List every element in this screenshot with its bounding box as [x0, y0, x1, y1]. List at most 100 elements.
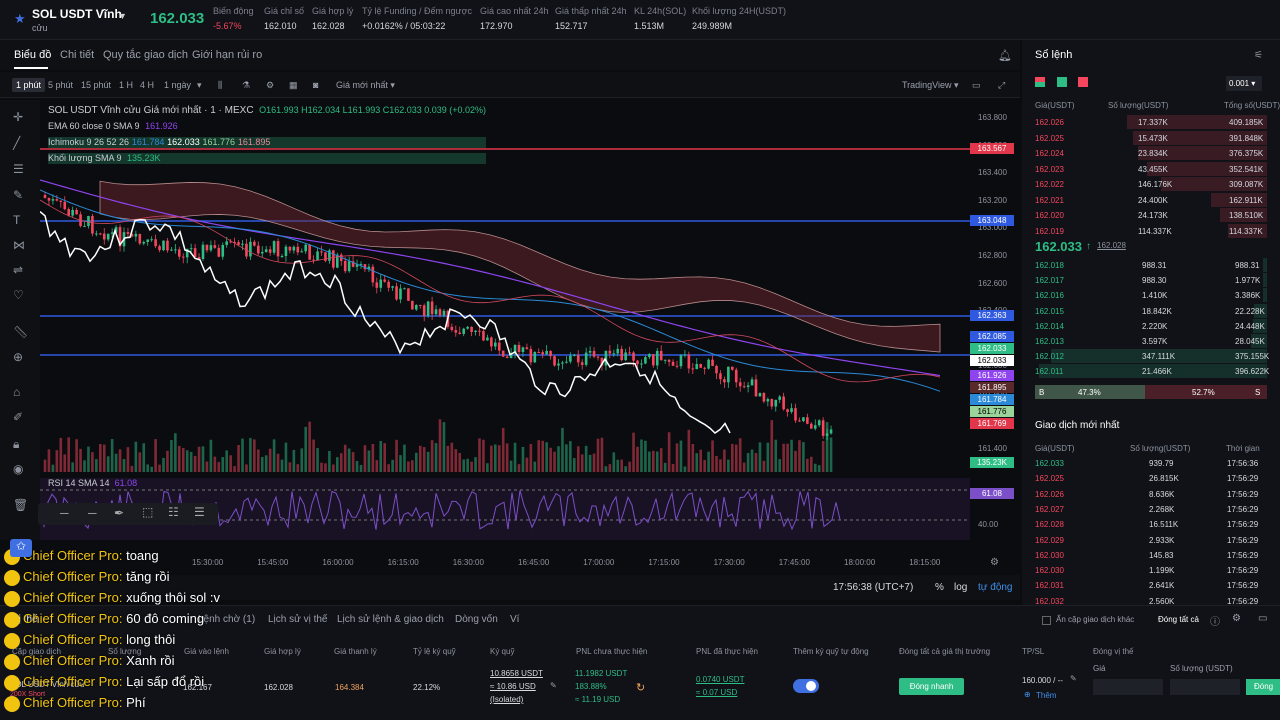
chevron-down-icon[interactable]: ▾: [197, 80, 202, 90]
list-icon[interactable]: ☰: [194, 505, 205, 519]
filter-icon[interactable]: ⚟: [1254, 50, 1263, 61]
lock-drawing-icon[interactable]: ✐: [13, 410, 24, 424]
tab-positions[interactable]: Vị thế: [12, 614, 38, 625]
ask-row[interactable]: 162.024 23.834K 376.375K: [1022, 146, 1280, 161]
bid-row[interactable]: 162.017 988.30 1.977K: [1022, 273, 1280, 288]
close-qty-input[interactable]: [1170, 679, 1240, 695]
eye-icon[interactable]: ◉: [13, 462, 24, 476]
ask-row[interactable]: 162.023 43.455K 352.541K: [1022, 161, 1280, 177]
settings-icon[interactable]: ⚙: [990, 557, 999, 568]
trendline-icon[interactable]: ╱: [13, 136, 21, 150]
interval-5m[interactable]: 5 phút: [48, 80, 74, 90]
bid-row[interactable]: 162.014 2.220K 24.448K: [1022, 318, 1280, 334]
edit-icon[interactable]: ✎: [550, 681, 557, 690]
measure-icon[interactable]: ⇌: [13, 263, 24, 277]
hide-other-checkbox[interactable]: [1042, 616, 1051, 625]
bid-row[interactable]: 162.018 988.31 988.31: [1022, 258, 1280, 273]
interval-15m[interactable]: 15 phút: [81, 80, 112, 90]
fullscreen-icon[interactable]: ⤢: [998, 80, 1006, 90]
candle: [426, 301, 430, 316]
layout-grid-icon[interactable]: ▦: [289, 80, 298, 90]
pos-pair[interactable]: SOL USDT Vĩnh cửu: [10, 680, 85, 689]
price-axis[interactable]: 163.800163.600163.400163.200163.000162.8…: [970, 100, 1020, 540]
settings-icon[interactable]: ⚙: [1232, 613, 1241, 624]
line-icon[interactable]: ─: [60, 506, 69, 520]
pos-tpsl[interactable]: 160.000 / --: [1022, 676, 1063, 685]
ask-row[interactable]: 162.019 114.337K 114.337K: [1022, 223, 1280, 239]
tab-wallet[interactable]: Ví: [510, 614, 520, 625]
line-style-icon[interactable]: ─: [88, 506, 97, 520]
precision-select[interactable]: 0.001 ▾: [1226, 76, 1262, 91]
close-all-button[interactable]: Đóng tất cả: [1158, 615, 1199, 624]
info-icon[interactable]: ⓘ: [1210, 617, 1220, 628]
provider-select[interactable]: TradingView ▾: [902, 80, 959, 90]
trade-price: 162.027: [1035, 504, 1064, 514]
star-badge-icon[interactable]: ✩: [10, 539, 32, 557]
bid-price: 162.017: [1035, 276, 1064, 286]
auto-margin-toggle[interactable]: [793, 679, 819, 693]
brush-icon[interactable]: ✎: [13, 188, 24, 202]
time-axis[interactable]: 15:30:00 15:45:00 16:00:00 16:15:00 16:30:00…: [40, 552, 970, 572]
log-toggle[interactable]: log: [954, 582, 968, 593]
both-sides-icon[interactable]: [1035, 77, 1045, 87]
price-type-select[interactable]: Giá mới nhất ▾: [336, 80, 395, 90]
ask-row[interactable]: 162.025 15.473K 391.848K: [1022, 130, 1280, 146]
trash-icon[interactable]: 🗑︎: [13, 498, 29, 512]
interval-1h[interactable]: 1 H: [119, 80, 134, 90]
close-price-input[interactable]: [1093, 679, 1163, 695]
percent-toggle[interactable]: %: [935, 582, 944, 593]
bids-only-icon[interactable]: [1057, 77, 1067, 87]
magnet-icon[interactable]: ⌂: [13, 385, 21, 399]
bid-row[interactable]: 162.012 347.111K 375.155K: [1022, 349, 1280, 364]
price-chart[interactable]: [39, 100, 970, 540]
favorite-star-icon[interactable]: ★: [14, 11, 26, 26]
zoom-icon[interactable]: ⊕: [13, 350, 24, 364]
bid-row[interactable]: 162.011 21.466K 396.622K: [1022, 364, 1280, 379]
candle-type-icon[interactable]: ⫼: [218, 80, 223, 90]
frame-icon[interactable]: ⬚: [142, 505, 154, 519]
bell-icon[interactable]: 🔔︎: [998, 50, 1012, 62]
horizontal-lines-icon[interactable]: ☰: [13, 162, 24, 176]
text-icon[interactable]: T: [13, 213, 21, 227]
heart-icon[interactable]: ♡: [13, 288, 24, 302]
align-icon[interactable]: ☷: [168, 505, 179, 519]
ask-row[interactable]: 162.022 146.176K 309.087K: [1022, 177, 1280, 192]
bid-row[interactable]: 162.013 3.597K 28.045K: [1022, 334, 1280, 349]
chevron-down-icon[interactable]: ▼: [118, 11, 127, 21]
tab-open-orders[interactable]: Lệnh chờ (1): [198, 614, 256, 625]
tab-risk-limits[interactable]: Giới hạn rủi ro: [192, 49, 263, 61]
auto-toggle[interactable]: tự động: [978, 582, 1013, 593]
bid-row[interactable]: 162.016 1.410K 3.386K: [1022, 288, 1280, 303]
tab-chart[interactable]: Biểu đồ: [14, 49, 52, 61]
quick-close-button[interactable]: Đóng nhanh: [899, 678, 964, 695]
tab-order-history[interactable]: Lịch sử lệnh & giao dịch: [337, 614, 444, 625]
minimize-icon[interactable]: ▭: [1258, 613, 1268, 624]
share-icon[interactable]: ↻: [636, 682, 646, 694]
ask-row[interactable]: 162.026 17.337K 409.185K: [1022, 115, 1280, 130]
plus-icon[interactable]: ⊕: [1024, 690, 1031, 699]
interval-4h[interactable]: 4 H: [140, 80, 155, 90]
lock-icon[interactable]: 🔒︎: [13, 437, 20, 451]
add-tpsl-link[interactable]: Thêm: [1036, 691, 1057, 700]
interval-1m[interactable]: 1 phút: [12, 78, 46, 92]
asks-only-icon[interactable]: [1078, 77, 1088, 87]
ask-row[interactable]: 162.020 24.173K 138.510K: [1022, 208, 1280, 223]
window-icon[interactable]: ▭: [972, 80, 981, 90]
tab-position-history[interactable]: Lịch sử vị thế: [268, 614, 328, 625]
settings-icon[interactable]: ⚙: [266, 80, 275, 90]
ruler-icon[interactable]: 📏︎: [13, 325, 29, 339]
edit-icon[interactable]: ✎: [1070, 674, 1077, 683]
tab-trading-rules[interactable]: Quy tắc giao dịch: [103, 49, 188, 61]
camera-icon[interactable]: ◙: [313, 80, 319, 90]
tab-details[interactable]: Chi tiết: [60, 49, 95, 61]
indicators-icon[interactable]: ⚗: [242, 80, 251, 90]
pattern-icon[interactable]: ⋈: [13, 238, 25, 252]
crosshair-icon[interactable]: ✛: [13, 110, 24, 124]
symbol-name[interactable]: SOL USDT Vĩnh: [32, 7, 122, 21]
tab-capital-flow[interactable]: Dòng vốn: [455, 614, 498, 625]
close-position-button[interactable]: Đóng: [1246, 679, 1280, 695]
ask-row[interactable]: 162.021 24.400K 162.911K: [1022, 192, 1280, 208]
bid-row[interactable]: 162.015 18.842K 22.228K: [1022, 303, 1280, 319]
pen-icon[interactable]: ✒: [114, 506, 125, 520]
interval-1d[interactable]: 1 ngày: [164, 80, 192, 90]
